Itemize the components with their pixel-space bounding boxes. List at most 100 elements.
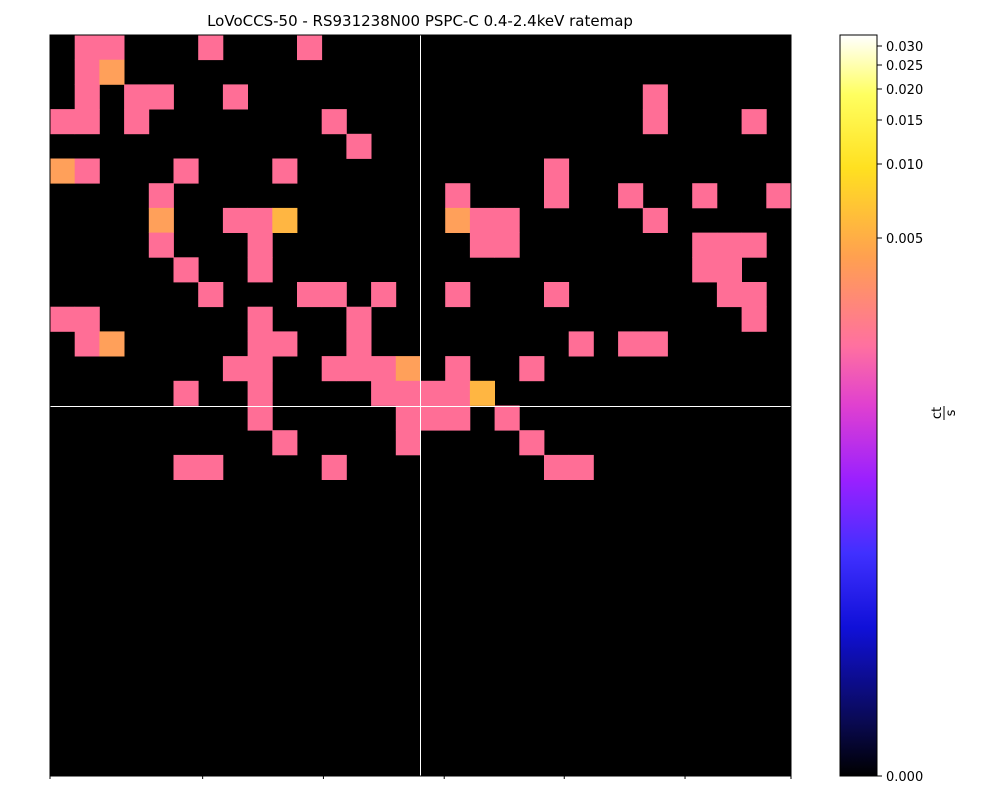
heatmap-cell bbox=[395, 380, 421, 406]
heatmap-cell bbox=[198, 454, 224, 480]
heatmap-cell bbox=[716, 282, 742, 308]
colorbar-ticks: 0.030 0.025 0.020 0.015 0.010 0.005 0.000 bbox=[877, 40, 923, 785]
heatmap-cell bbox=[741, 282, 767, 308]
heatmap-cells bbox=[50, 35, 792, 480]
heatmap-cell bbox=[692, 183, 718, 209]
heatmap-cell bbox=[148, 207, 174, 233]
plot-frame bbox=[49, 34, 792, 777]
colorbar-unit-numerator: ct bbox=[930, 407, 945, 419]
heatmap-cell bbox=[173, 454, 199, 480]
heatmap-cell bbox=[173, 380, 199, 406]
heatmap-cell bbox=[371, 356, 397, 382]
heatmap-cell bbox=[642, 109, 668, 135]
heatmap-cell bbox=[50, 306, 76, 332]
heatmap-cell bbox=[198, 35, 224, 61]
heatmap-cell bbox=[395, 405, 421, 431]
colorbar-tick-label: 0.015 bbox=[886, 114, 923, 129]
heatmap-cell bbox=[222, 207, 248, 233]
heatmap-cell bbox=[321, 109, 347, 135]
heatmap-cell bbox=[124, 109, 150, 135]
heatmap-cell bbox=[297, 282, 323, 308]
heatmap-cell bbox=[371, 282, 397, 308]
heatmap-cell bbox=[420, 405, 446, 431]
heatmap-cell bbox=[321, 454, 347, 480]
heatmap-cell bbox=[741, 109, 767, 135]
heatmap-cell bbox=[50, 109, 76, 135]
heatmap-cell bbox=[148, 232, 174, 258]
heatmap-cell bbox=[74, 331, 100, 357]
heatmap-cell bbox=[716, 232, 742, 258]
heatmap-cell bbox=[618, 183, 644, 209]
chart-title: LoVoCCS-50 - RS931238N00 PSPC-C 0.4-2.4k… bbox=[207, 12, 633, 30]
heatmap-cell bbox=[544, 183, 570, 209]
heatmap-cell bbox=[395, 356, 421, 382]
colorbar-tick-label: 0.025 bbox=[886, 59, 923, 74]
colorbar bbox=[839, 34, 878, 777]
heatmap-cell bbox=[74, 109, 100, 135]
heatmap-cell bbox=[716, 257, 742, 283]
colorbar-unit-denominator: s bbox=[944, 409, 959, 416]
heatmap-cell bbox=[222, 356, 248, 382]
heatmap-cell bbox=[321, 282, 347, 308]
heatmap-cell bbox=[272, 158, 298, 184]
heatmap-cell bbox=[173, 158, 199, 184]
colorbar-tick-label: 0.000 bbox=[886, 770, 923, 785]
heatmap-cell bbox=[395, 430, 421, 456]
heatmap-cell bbox=[469, 232, 495, 258]
heatmap-cell bbox=[618, 331, 644, 357]
heatmap-cell bbox=[247, 356, 273, 382]
heatmap-cell bbox=[74, 59, 100, 85]
colorbar-tick-label: 0.005 bbox=[886, 232, 923, 247]
colorbar-unit: ct s bbox=[930, 406, 959, 420]
heatmap-cell bbox=[642, 84, 668, 110]
heatmap-cell bbox=[445, 356, 471, 382]
heatmap-cell bbox=[642, 331, 668, 357]
heatmap-cell bbox=[445, 380, 471, 406]
heatmap-cell bbox=[346, 133, 372, 159]
heatmap-cell bbox=[74, 84, 100, 110]
heatmap-cell bbox=[297, 35, 323, 61]
heatmap-cell bbox=[247, 380, 273, 406]
heatmap-cell bbox=[247, 306, 273, 332]
colorbar-tick-label: 0.020 bbox=[886, 83, 923, 98]
heatmap-cell bbox=[371, 380, 397, 406]
x-axis-ticks bbox=[49, 776, 792, 779]
heatmap-cell bbox=[272, 430, 298, 456]
heatmap-cell bbox=[247, 405, 273, 431]
heatmap-cell bbox=[247, 257, 273, 283]
heatmap-cell bbox=[420, 380, 446, 406]
colorbar-tick-label: 0.030 bbox=[886, 40, 923, 55]
heatmap-cell bbox=[50, 158, 76, 184]
heatmap-cell bbox=[99, 331, 125, 357]
colorbar-tick-label: 0.010 bbox=[886, 158, 923, 173]
heatmap-cell bbox=[741, 306, 767, 332]
heatmap-cell bbox=[74, 306, 100, 332]
heatmap-cell bbox=[568, 331, 594, 357]
heatmap-cell bbox=[519, 356, 545, 382]
heatmap-cell bbox=[445, 207, 471, 233]
heatmap-cell bbox=[99, 59, 125, 85]
heatmap-cell bbox=[445, 282, 471, 308]
heatmap-cell bbox=[346, 331, 372, 357]
heatmap-cell bbox=[321, 356, 347, 382]
heatmap-cell bbox=[247, 331, 273, 357]
heatmap-cell bbox=[272, 207, 298, 233]
heatmap-cell bbox=[494, 207, 520, 233]
heatmap-cell bbox=[494, 232, 520, 258]
heatmap-cell bbox=[469, 207, 495, 233]
heatmap-cell bbox=[222, 84, 248, 110]
heatmap-cell bbox=[148, 84, 174, 110]
heatmap-cell bbox=[544, 454, 570, 480]
heatmap-cell bbox=[568, 454, 594, 480]
heatmap-cell bbox=[766, 183, 792, 209]
heatmap-cell bbox=[346, 306, 372, 332]
heatmap-cell bbox=[272, 331, 298, 357]
heatmap-cell bbox=[99, 35, 125, 61]
heatmap-cell bbox=[247, 232, 273, 258]
heatmap-cell bbox=[74, 35, 100, 61]
heatmap-cell bbox=[544, 282, 570, 308]
heatmap-cell bbox=[445, 183, 471, 209]
heatmap-cell bbox=[469, 380, 495, 406]
heatmap-cell bbox=[346, 356, 372, 382]
